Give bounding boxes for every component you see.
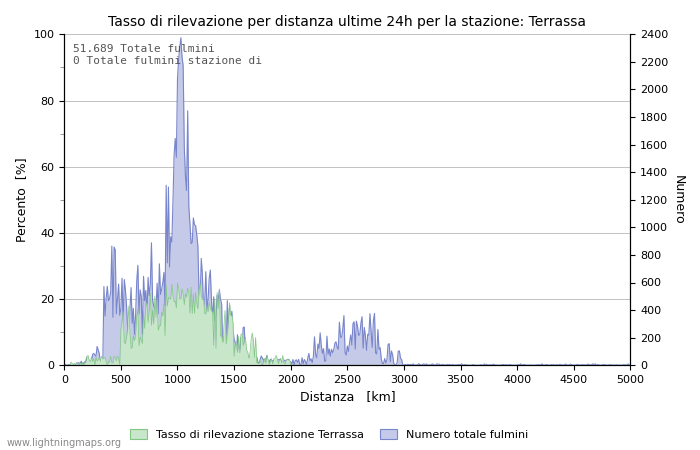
Title: Tasso di rilevazione per distanza ultime 24h per la stazione: Terrassa: Tasso di rilevazione per distanza ultime… xyxy=(108,15,587,29)
X-axis label: Distanza   [km]: Distanza [km] xyxy=(300,391,395,404)
Y-axis label: Percento  [%]: Percento [%] xyxy=(15,158,28,242)
Y-axis label: Numero: Numero xyxy=(672,175,685,225)
Legend: Tasso di rilevazione stazione Terrassa, Numero totale fulmini: Tasso di rilevazione stazione Terrassa, … xyxy=(125,425,533,445)
Text: 51.689 Totale fulmini
0 Totale fulmini stazione di: 51.689 Totale fulmini 0 Totale fulmini s… xyxy=(73,44,262,66)
Text: www.lightningmaps.org: www.lightningmaps.org xyxy=(7,438,122,448)
